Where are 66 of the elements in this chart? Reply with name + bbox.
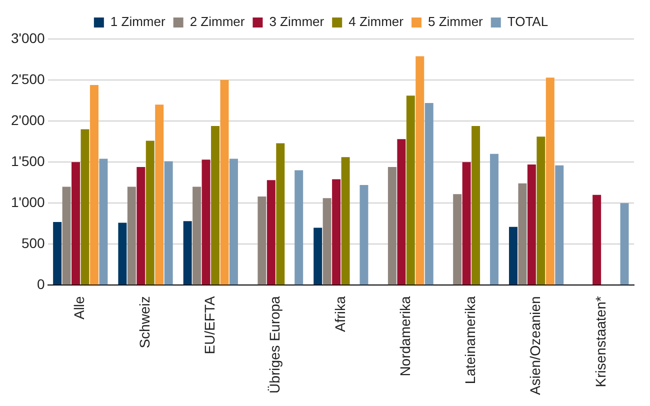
legend-label: 4 Zimmer [348,14,404,30]
legend-label: 3 Zimmer [269,14,325,30]
bar [211,126,220,285]
legend-label: TOTAL [507,14,548,30]
bar [202,160,210,285]
y-tick-label: 2'000 [10,112,46,128]
bar [127,186,136,285]
bar [555,165,564,285]
bar [146,140,154,285]
bar [220,80,229,285]
x-tick-label: Nordamerika [396,296,413,376]
bar [406,96,415,285]
bar [118,222,127,285]
bar [397,139,406,285]
y-tick-label: 2'500 [10,70,46,87]
bar [490,154,498,285]
x-tick-label: Lateinamerika [462,296,478,384]
bar [276,143,285,285]
y-tick-label: 1'500 [10,152,46,169]
bar [341,157,350,285]
bar [536,136,546,285]
x-tick-label: Afrika [332,296,348,332]
bar [508,226,518,285]
y-tick-label: 0 [37,276,46,292]
bar [266,180,276,285]
bar [472,126,480,285]
bar [229,158,238,285]
y-tick-label: 500 [21,234,46,251]
legend-label: 1 Zimmer [110,14,166,30]
bar [164,161,173,285]
bar [620,203,629,285]
bar [192,186,202,285]
x-tick-label: Krisenstaaten* [592,296,608,388]
bar [527,164,536,285]
y-tick-label: 3'000 [10,30,46,46]
bar [360,185,368,285]
bar [183,221,192,285]
bar [322,198,332,285]
x-tick-label: EU/EFTA [202,295,218,354]
bar [518,183,527,285]
bar [90,84,98,285]
x-tick-label: Übriges Europa [266,296,283,394]
bar [80,129,90,285]
bar [453,194,462,285]
bar [416,56,424,285]
bar [462,162,471,285]
bar [258,196,266,285]
bar [62,186,71,285]
bar [332,179,341,285]
y-tick-label: 1'000 [10,194,46,210]
bar [424,103,434,285]
bar [99,158,108,285]
legend-label: 2 Zimmer [190,14,246,30]
bar [388,167,396,285]
bar [314,228,322,285]
bar [72,162,80,285]
legend-label: 5 Zimmer [428,14,484,30]
bar [155,104,164,285]
bar [53,222,62,285]
bar [592,194,602,285]
bar [546,78,554,285]
x-tick-label: Alle [71,296,88,320]
bar [136,167,146,285]
x-tick-label: Asien/Ozeanien [527,296,544,396]
x-tick-label: Schweiz [136,296,152,348]
bar [294,170,304,285]
